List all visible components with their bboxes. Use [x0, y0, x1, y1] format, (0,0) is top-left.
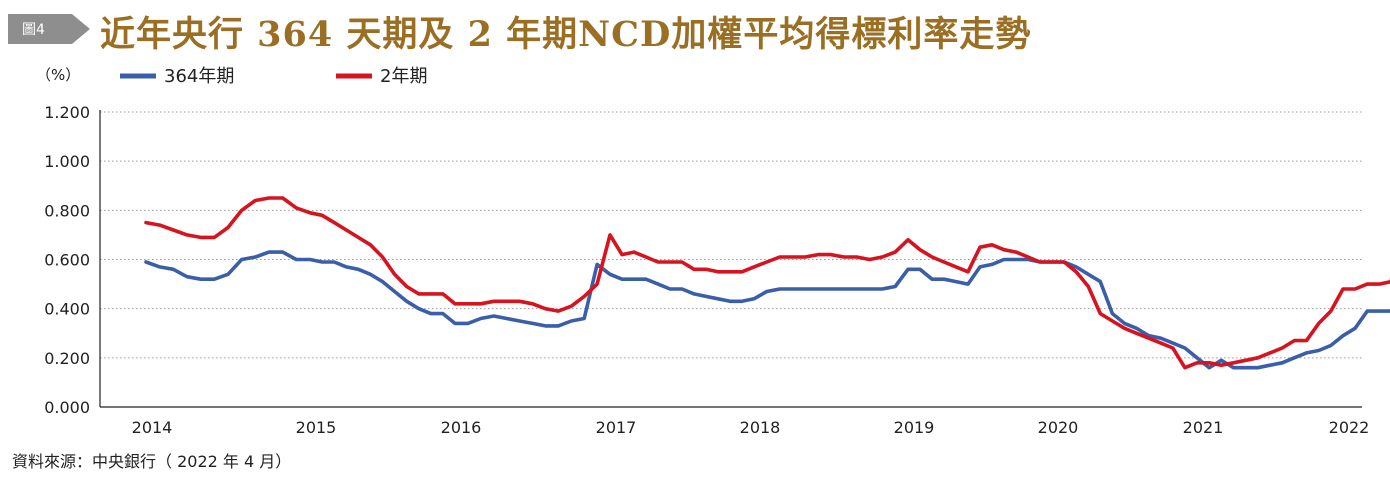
y-tick-label: 1.000 — [44, 152, 90, 171]
x-tick-label: 2021 — [1183, 418, 1224, 437]
x-tick-label: 2016 — [441, 418, 482, 437]
y-tick-label: 0.000 — [44, 398, 90, 417]
y-tick-label: 1.200 — [44, 103, 90, 122]
y-tick-label: 0.600 — [44, 251, 90, 270]
source-note: 資料來源：中央銀行（ 2022 年 4 月） — [12, 452, 292, 471]
x-tick-label: 2015 — [296, 418, 337, 437]
chart-title: 近年央行 364 天期及 2 年期NCD加權平均得標利率走勢 — [100, 14, 1032, 55]
y-tick-label: 0.800 — [44, 201, 90, 220]
figure-badge: 圖4 — [8, 14, 90, 44]
x-tick-label: 2019 — [894, 418, 935, 437]
legend-label: 2年期 — [380, 66, 427, 87]
chart-header: 圖4 近年央行 364 天期及 2 年期NCD加權平均得標利率走勢 — [8, 6, 1378, 55]
x-tick-label: 2022 — [1329, 418, 1370, 437]
x-tick-label: 2017 — [596, 418, 637, 437]
y-tick-label: 0.200 — [44, 349, 90, 368]
y-tick-label: 0.400 — [44, 300, 90, 319]
legend-label: 364年期 — [164, 66, 234, 87]
x-tick-label: 2018 — [740, 418, 781, 437]
figure-badge-label: 圖4 — [22, 22, 45, 38]
x-tick-label: 2020 — [1038, 418, 1079, 437]
x-tick-label: 2014 — [132, 418, 173, 437]
series-line-364 — [144, 250, 1390, 370]
y-axis-unit-label: （%） — [36, 66, 80, 84]
series-line-2y — [144, 196, 1390, 370]
